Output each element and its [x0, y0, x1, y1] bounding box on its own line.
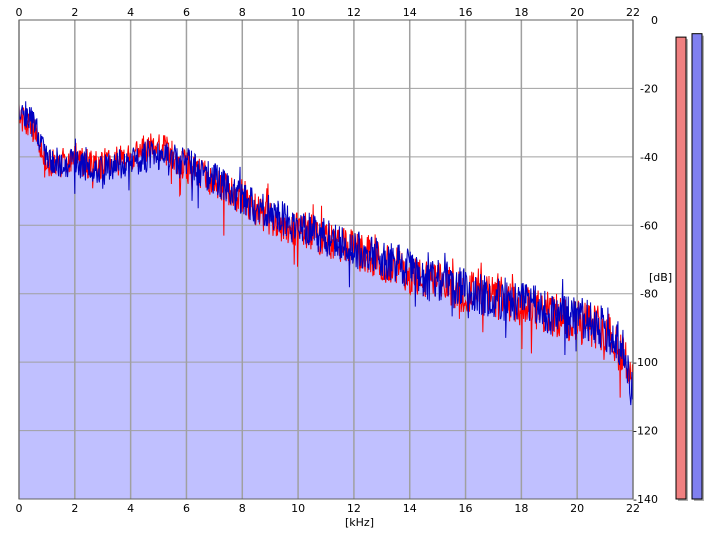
series-line-right: [18, 101, 634, 406]
y-tick-label: -20: [640, 82, 658, 95]
x-axis-label: [kHz]: [345, 516, 374, 529]
y-tick-label: -120: [633, 425, 658, 438]
x-tick-label-bottom: 18: [514, 502, 528, 515]
level-meter-right: [691, 33, 703, 500]
spectrum-fill-layer: [19, 101, 633, 500]
x-tick-label-top: 12: [347, 6, 361, 19]
y-tick-label: -40: [640, 151, 658, 164]
x-tick-label-bottom: 14: [403, 502, 417, 515]
x-tick-label-top: 6: [183, 6, 190, 19]
x-tick-label-bottom: 2: [71, 502, 78, 515]
level-meter-left: [675, 36, 687, 500]
y-tick-label: -140: [633, 493, 658, 506]
x-tick-label-bottom: 20: [570, 502, 584, 515]
x-tick-label-top: 2: [71, 6, 78, 19]
x-tick-label-top: 20: [570, 6, 584, 19]
x-tick-label-bottom: 22: [626, 502, 640, 515]
spectrum-fill-area: [19, 101, 633, 500]
x-tick-label-bottom: 6: [183, 502, 190, 515]
x-tick-label-top: 14: [403, 6, 417, 19]
x-ticks-top: 0 2 4 6 8 10 12 14 16 18 20 22: [16, 6, 641, 19]
x-tick-label-bottom: 12: [347, 502, 361, 515]
x-tick-label-top: 16: [459, 6, 473, 19]
plot-border: [18, 19, 634, 500]
x-tick-label-bottom: 16: [459, 502, 473, 515]
y-ticks: 0 -20 -40 -60 -80 -100 -120 -140: [633, 14, 658, 506]
x-ticks-bottom: 0 2 4 6 8 10 12 14 16 18 20 22: [16, 502, 641, 515]
x-tick-label-top: 18: [514, 6, 528, 19]
series-layer: [18, 101, 634, 406]
y-axis-label: [dB]: [649, 271, 672, 284]
x-tick-label-top: 0: [16, 6, 23, 19]
y-tick-label: 0: [651, 14, 658, 27]
x-tick-label-bottom: 0: [16, 502, 23, 515]
y-tick-label: -100: [633, 356, 658, 369]
x-tick-label-top: 10: [291, 6, 305, 19]
x-tick-label-bottom: 8: [239, 502, 246, 515]
x-tick-label-top: 22: [626, 6, 640, 19]
level-meters: [675, 33, 704, 501]
x-tick-label-bottom: 4: [127, 502, 134, 515]
x-tick-label-top: 4: [127, 6, 134, 19]
x-tick-label-bottom: 10: [291, 502, 305, 515]
y-tick-label: -80: [640, 288, 658, 301]
y-tick-label: -60: [640, 219, 658, 232]
x-tick-label-top: 8: [239, 6, 246, 19]
